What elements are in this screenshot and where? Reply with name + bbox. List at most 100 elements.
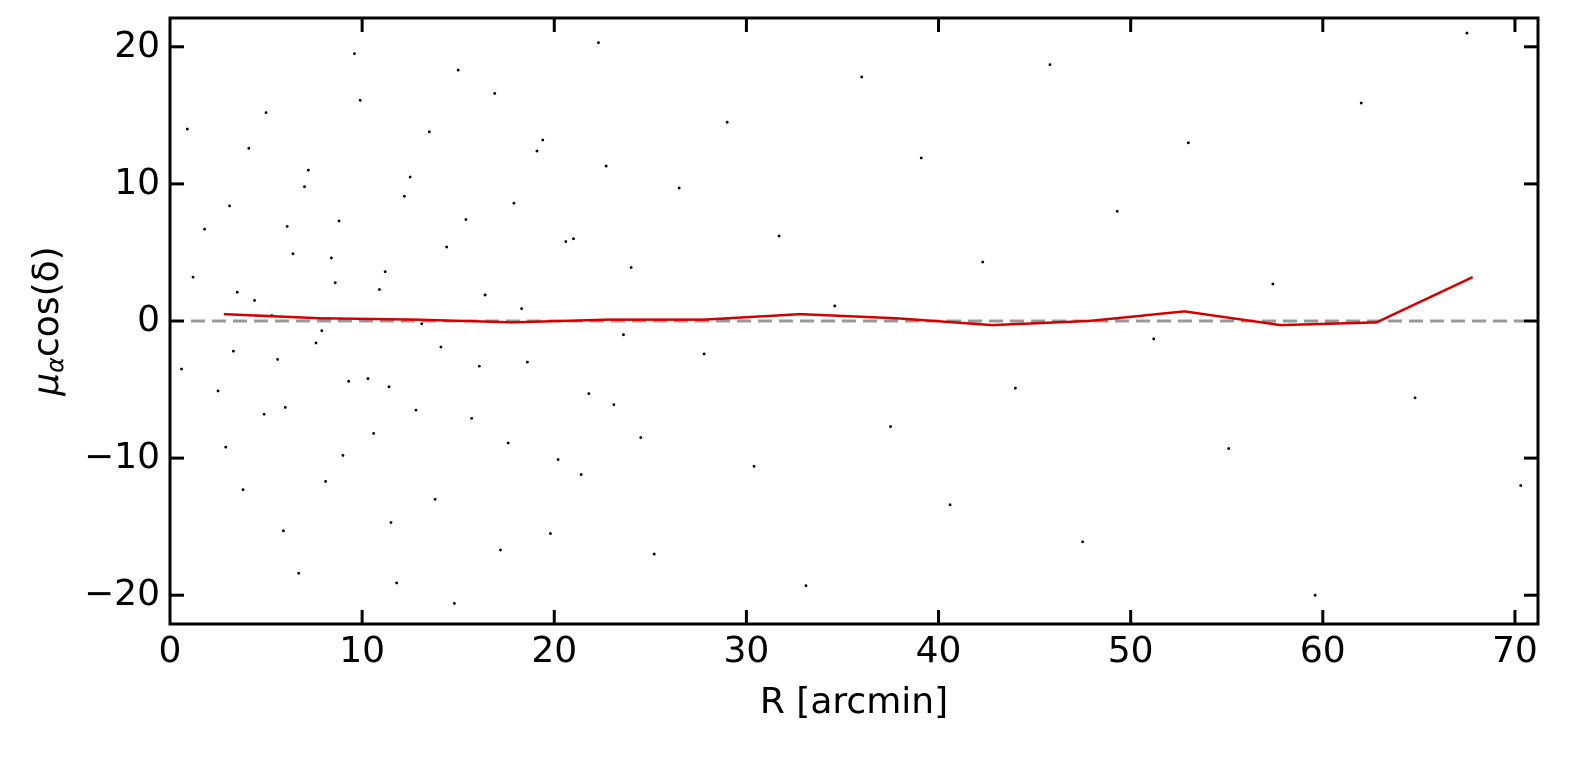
scatter-point (291, 252, 295, 256)
x-tick-label: 40 (916, 630, 962, 671)
scatter-point (303, 185, 306, 189)
scatter-point (506, 441, 510, 445)
scatter-point (1227, 447, 1231, 450)
scatter-point (579, 473, 583, 476)
scatter-point (1081, 540, 1085, 544)
scatter-point (333, 281, 337, 285)
scatter-point (276, 357, 279, 361)
scatter-point (314, 341, 318, 345)
scatter-point (285, 224, 289, 228)
scatter-point (347, 379, 351, 383)
scatter-point (639, 436, 643, 439)
scatter-point (1115, 209, 1119, 213)
scatter-point (556, 458, 560, 461)
scatter-point (372, 432, 376, 435)
scatter-point (477, 364, 481, 368)
scatter-point (433, 497, 437, 501)
scatter-point (1152, 337, 1156, 341)
y-label-part: cos(δ) (26, 246, 67, 357)
scatter-point (366, 377, 370, 380)
scatter-point (520, 307, 524, 311)
scatter-point (572, 237, 575, 241)
scatter-point (833, 304, 837, 308)
x-tick-label: 60 (1300, 630, 1346, 671)
scatter-point (725, 120, 729, 124)
scatter-point (483, 293, 487, 297)
scatter-point (604, 164, 608, 168)
scatter-point (612, 403, 616, 407)
scatter-point (677, 186, 681, 190)
scatter-point (1465, 31, 1469, 35)
scatter-point (512, 201, 516, 205)
scatter-point (1048, 63, 1052, 67)
x-axis-label: R [arcmin] (760, 681, 948, 722)
scatter-point (324, 480, 328, 483)
scatter-point (1271, 282, 1275, 286)
scatter-point (306, 168, 310, 172)
scatter-point (337, 219, 341, 223)
scatter-point (264, 111, 268, 115)
scatter-point (622, 333, 625, 337)
scatter-point (470, 416, 474, 420)
scatter-point (452, 602, 456, 605)
scatter-point (702, 352, 706, 356)
scatter-point (535, 149, 539, 153)
scatter-point (464, 218, 468, 221)
scatter-point (1359, 101, 1363, 105)
scatter-point (1186, 141, 1190, 145)
scatter-point (493, 92, 497, 95)
scatter-point (439, 345, 443, 349)
scatter-point (185, 127, 189, 131)
y-tick-label: 0 (137, 299, 160, 340)
scatter-point (981, 260, 985, 264)
scatter-point (224, 445, 228, 449)
scatter-point (414, 408, 418, 412)
scatter-point (629, 266, 633, 269)
y-label-part: μ (26, 373, 67, 397)
scatter-point (499, 548, 502, 552)
scatter-point (948, 503, 952, 507)
y-tick-label: 20 (114, 25, 160, 66)
x-tick-label: 50 (1108, 630, 1154, 671)
scatter-point (241, 488, 245, 492)
scatter-point (1313, 593, 1317, 597)
scatter-point (395, 581, 399, 585)
scatter-point (341, 453, 345, 457)
y-axis-label: μαcos(δ) (26, 246, 69, 396)
scatter-point (919, 156, 923, 160)
scatter-point (247, 146, 251, 150)
scatter-point (216, 389, 220, 393)
y-tick-label: −10 (84, 436, 160, 477)
scatter-point (262, 412, 266, 416)
y-label-sub: α (41, 357, 69, 373)
x-tick-label: 30 (723, 630, 769, 671)
scatter-point (353, 52, 356, 56)
scatter-point (253, 299, 256, 302)
mean-line (223, 275, 1474, 327)
x-tick-label: 0 (159, 630, 182, 671)
scatter-point (652, 552, 656, 556)
scatter-point (456, 68, 460, 72)
scatter-point (587, 392, 591, 396)
scatter-point (329, 256, 333, 260)
scatter-point (860, 75, 864, 79)
scatter-point (297, 571, 301, 575)
scatter-point (408, 175, 412, 179)
scatter-point (889, 425, 892, 428)
scatter-point (1413, 396, 1417, 400)
scatter-point (191, 275, 195, 279)
scatter-point (541, 138, 545, 142)
scatter-point (549, 532, 552, 535)
scatter-point (358, 98, 362, 102)
scatter-point (203, 227, 206, 231)
scatter-point (180, 367, 183, 371)
y-tick-label: 10 (114, 162, 160, 203)
scatter-point (283, 405, 287, 409)
scatter-point (445, 245, 449, 249)
scatter-point (389, 521, 393, 524)
scatter-point (320, 329, 324, 332)
scatter-point (525, 360, 529, 364)
scatter-point (1519, 484, 1523, 487)
scatter-point (228, 204, 231, 208)
